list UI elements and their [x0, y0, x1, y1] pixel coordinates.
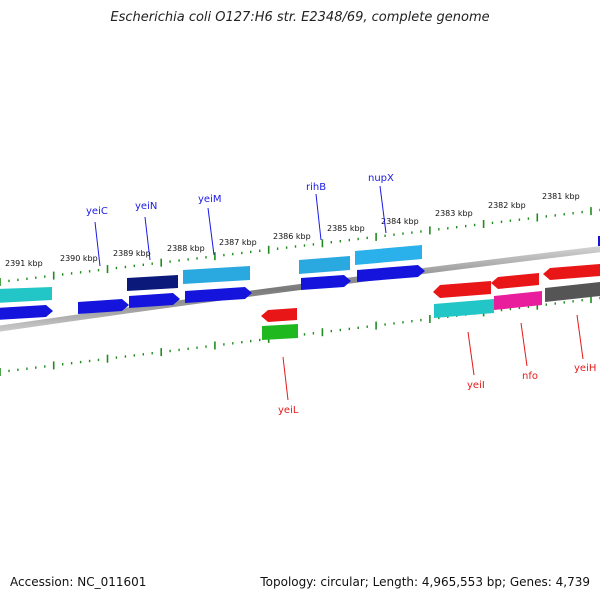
tick-label-2385: 2385 kbp [327, 224, 365, 233]
gene-cds-2383[interactable] [433, 281, 491, 298]
gene-label-yeiI: yeiI [467, 380, 485, 391]
gene-yeiL-partner[interactable] [262, 324, 298, 340]
tick-label-2390: 2390 kbp [60, 254, 98, 263]
gene-yeiH[interactable] [545, 282, 600, 302]
gene-cds-2389[interactable] [129, 293, 180, 308]
gene-rihB[interactable] [299, 256, 350, 274]
gene-cds-2382[interactable] [491, 273, 539, 289]
gene-cds-2386[interactable] [301, 275, 351, 290]
leader-yeiM [207, 207, 215, 256]
gene-label-nfo: nfo [522, 371, 538, 382]
gene-cds-2390[interactable] [0, 305, 53, 320]
gene-yeiM[interactable] [183, 266, 250, 284]
gene-cds-2381[interactable] [543, 264, 600, 280]
gene-yeiN[interactable] [127, 275, 178, 291]
gene-nfo[interactable] [494, 291, 542, 310]
leader-nfo [520, 322, 528, 367]
leader-yeiI [467, 331, 475, 376]
map-title: Escherichia coli O127:H6 str. E2348/69, … [110, 10, 490, 25]
gene-label-yeiH: yeiH [574, 363, 596, 374]
gene-yeiC[interactable] [78, 299, 129, 314]
tick-label-2391: 2391 kbp [5, 259, 43, 268]
leader-yeiH [576, 314, 584, 360]
gene-label-yeiC: yeiC [86, 206, 108, 217]
tick-label-2389: 2389 kbp [113, 249, 151, 258]
tick-label-2383: 2383 kbp [435, 209, 473, 218]
gene-cds-2391[interactable] [0, 287, 52, 303]
gene-label-yeiL: yeiL [278, 405, 299, 416]
accession-text: Accession: NC_011601 [10, 575, 147, 589]
reverse-gene-labels: yeiL yeiI nfo yeiH [278, 363, 596, 416]
tick-label-2386: 2386 kbp [273, 232, 311, 241]
forward-gene-labels: yeiC yeiN yeiM rihB nupX [86, 173, 394, 217]
gene-label-nupX: nupX [368, 173, 394, 184]
scale-labels: 2391 kbp 2390 kbp 2389 kbp 2388 kbp 2387… [5, 192, 580, 268]
gene-cds-2388[interactable] [185, 287, 252, 303]
gene-yeiL[interactable] [261, 308, 297, 322]
genome-backbone [0, 246, 600, 332]
gene-yeiI[interactable] [434, 299, 494, 318]
leader-yeiL [282, 356, 289, 401]
gene-label-yeiN: yeiN [135, 201, 157, 212]
tick-label-2388: 2388 kbp [167, 244, 205, 253]
gene-label-yeiM: yeiM [198, 194, 221, 205]
gene-nupX[interactable] [355, 245, 422, 265]
forward-leaders [94, 185, 387, 267]
tick-label-2384: 2384 kbp [381, 217, 419, 226]
leader-rihB [315, 193, 322, 241]
gene-label-rihB: rihB [306, 182, 326, 193]
tick-label-2387: 2387 kbp [219, 238, 257, 247]
tick-label-2382: 2382 kbp [488, 201, 526, 210]
gene-cds-2384[interactable] [357, 265, 425, 282]
reverse-genes [261, 264, 600, 340]
leader-yeiN [144, 216, 151, 261]
reverse-leaders [282, 314, 584, 401]
leader-nupX [379, 185, 387, 234]
leader-yeiC [94, 221, 101, 267]
tick-label-2381: 2381 kbp [542, 192, 580, 201]
forward-genes [0, 236, 600, 320]
genome-summary-text: Topology: circular; Length: 4,965,553 bp… [260, 575, 590, 589]
